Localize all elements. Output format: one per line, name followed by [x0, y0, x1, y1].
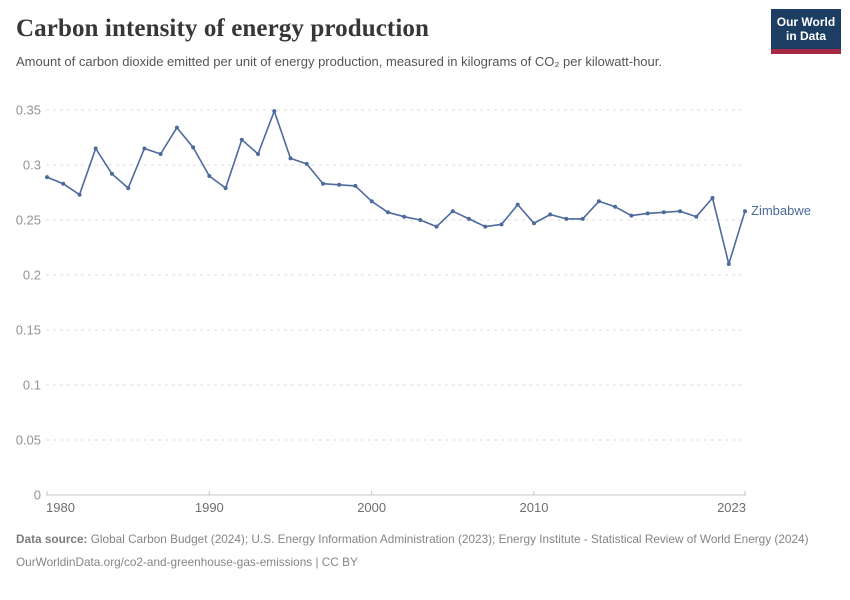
- data-point-1982[interactable]: [77, 192, 82, 197]
- data-point-1980[interactable]: [45, 175, 49, 180]
- data-point-1986[interactable]: [142, 146, 147, 151]
- data-source-line: Data source: Global Carbon Budget (2024)…: [16, 531, 828, 548]
- y-tick-label-0.1: 0.1: [23, 378, 41, 393]
- data-point-2010[interactable]: [532, 221, 536, 226]
- data-point-1989[interactable]: [191, 145, 196, 150]
- data-point-1998[interactable]: [337, 182, 342, 187]
- x-tick-label-2023: 2023: [717, 500, 746, 515]
- data-point-2015[interactable]: [613, 204, 618, 209]
- data-point-2005[interactable]: [450, 209, 455, 214]
- data-point-2018[interactable]: [661, 210, 666, 215]
- gridlines: [46, 109, 742, 441]
- data-point-1987[interactable]: [158, 152, 163, 156]
- data-point-1997[interactable]: [321, 181, 325, 186]
- data-point-2016[interactable]: [629, 213, 634, 218]
- data-point-2000[interactable]: [369, 199, 374, 204]
- data-point-2009[interactable]: [515, 202, 520, 207]
- line-zimbabwe[interactable]: [46, 110, 746, 265]
- data-source-text: Global Carbon Budget (2024); U.S. Energy…: [87, 532, 809, 546]
- data-point-2021[interactable]: [710, 196, 715, 200]
- data-point-2012[interactable]: [564, 216, 569, 221]
- data-point-2003[interactable]: [418, 218, 423, 222]
- data-point-2014[interactable]: [596, 199, 601, 204]
- data-point-1995[interactable]: [288, 156, 293, 161]
- owid-logo[interactable]: Our World in Data: [771, 9, 841, 54]
- chart-title: Carbon intensity of energy production: [16, 15, 429, 42]
- data-point-2008[interactable]: [499, 222, 504, 227]
- data-point-1984[interactable]: [109, 171, 114, 176]
- y-tick-label-0.35: 0.35: [16, 103, 41, 118]
- y-tick-label-0.15: 0.15: [16, 323, 41, 338]
- entity-label-zimbabwe[interactable]: Zimbabwe: [751, 203, 811, 218]
- y-tick-label-0.3: 0.3: [23, 158, 41, 173]
- y-tick-label-0: 0: [34, 488, 41, 503]
- data-source-label: Data source:: [16, 532, 88, 546]
- data-point-1994[interactable]: [272, 109, 277, 114]
- data-point-2002[interactable]: [402, 214, 407, 219]
- data-point-2023[interactable]: [743, 209, 747, 214]
- y-axis-labels: 0 0.05 0.1 0.15 0.2 0.25 0.3 0.35: [16, 103, 41, 503]
- data-point-2004[interactable]: [434, 224, 439, 229]
- chart-subtitle: Amount of carbon dioxide emitted per uni…: [16, 54, 662, 69]
- series-zimbabwe[interactable]: [45, 109, 747, 266]
- data-point-2011[interactable]: [548, 212, 553, 217]
- data-point-2020[interactable]: [694, 214, 699, 219]
- x-axis-labels: 1980 1990 2000 2010 2023: [46, 500, 746, 515]
- data-point-1992[interactable]: [239, 137, 244, 142]
- data-point-1993[interactable]: [256, 152, 260, 156]
- y-tick-label-0.05: 0.05: [16, 433, 41, 448]
- data-point-1999[interactable]: [353, 183, 358, 188]
- chart-footer: Data source: Global Carbon Budget (2024)…: [16, 531, 828, 571]
- data-point-1981[interactable]: [61, 181, 66, 186]
- data-point-1988[interactable]: [174, 125, 179, 130]
- data-point-2013[interactable]: [580, 216, 585, 221]
- data-point-1983[interactable]: [93, 146, 98, 151]
- data-point-2019[interactable]: [678, 209, 683, 214]
- data-point-2017[interactable]: [645, 211, 650, 216]
- data-point-1990[interactable]: [207, 174, 212, 178]
- footer-link[interactable]: OurWorldinData.org/co2-and-greenhouse-ga…: [16, 555, 358, 570]
- y-tick-label-0.2: 0.2: [23, 268, 41, 283]
- data-point-2007[interactable]: [483, 224, 488, 229]
- x-tick-label-2000: 2000: [357, 500, 386, 515]
- data-point-2022[interactable]: [726, 262, 731, 266]
- data-point-2006[interactable]: [467, 216, 471, 221]
- data-point-1996[interactable]: [304, 161, 309, 166]
- x-tick-label-1990: 1990: [195, 500, 224, 515]
- data-point-1985[interactable]: [126, 186, 131, 191]
- data-point-2001[interactable]: [385, 210, 390, 215]
- license-line: OurWorldinData.org/co2-and-greenhouse-ga…: [16, 554, 828, 571]
- y-tick-label-0.25: 0.25: [16, 213, 41, 228]
- x-tick-label-1980: 1980: [46, 500, 75, 515]
- owid-logo-line1: Our World: [776, 15, 836, 29]
- chart-header: Carbon intensity of energy production Ou…: [0, 0, 850, 72]
- data-point-1991[interactable]: [223, 186, 228, 191]
- x-tick-label-2010: 2010: [520, 500, 549, 515]
- owid-logo-line2: in Data: [785, 29, 826, 44]
- x-axis: [46, 491, 746, 496]
